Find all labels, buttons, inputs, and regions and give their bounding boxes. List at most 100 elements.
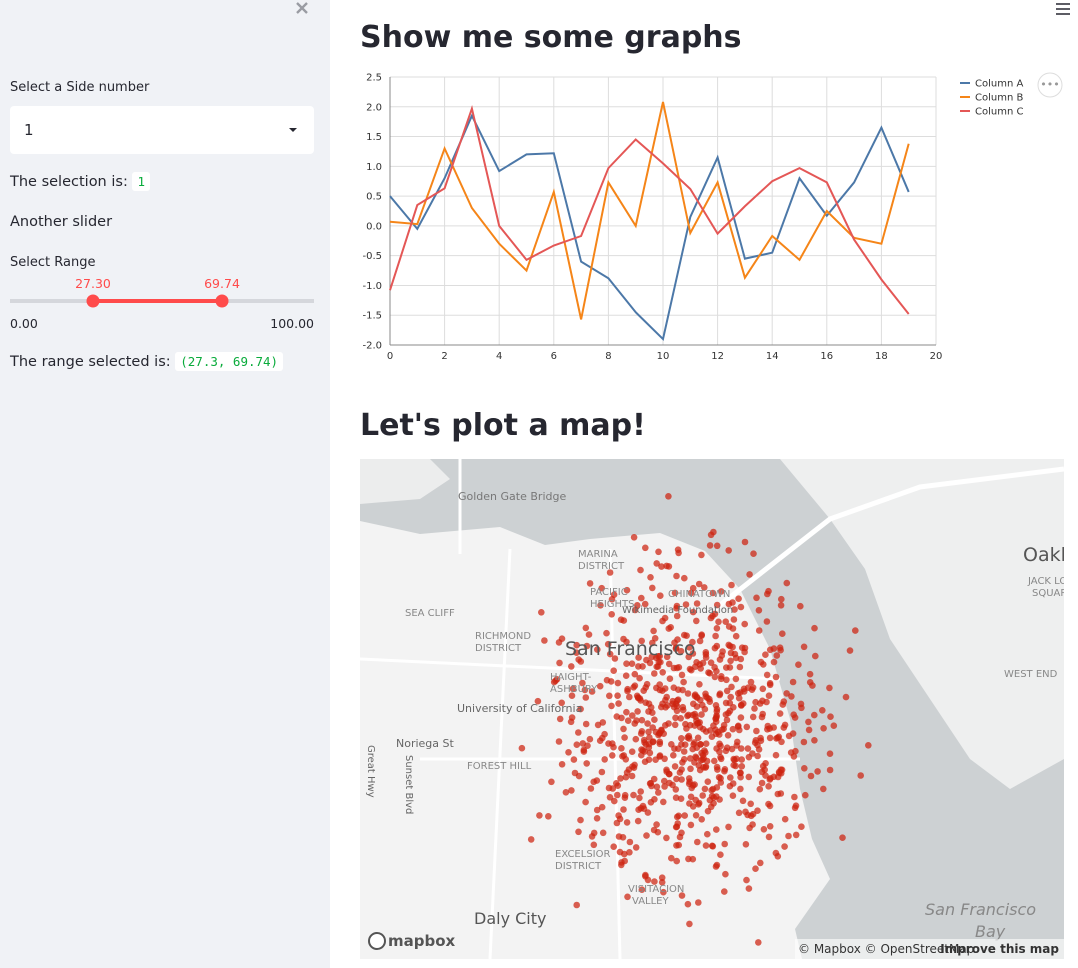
map-point — [711, 610, 719, 618]
series-line — [389, 113, 910, 342]
close-icon[interactable] — [295, 1, 309, 15]
map-point — [709, 589, 717, 597]
range-line: The range selected is: (27.3, 69.74) — [10, 352, 284, 371]
map-point — [772, 849, 780, 857]
map-point — [811, 737, 818, 744]
map-point — [778, 595, 785, 603]
select-box[interactable]: 1 — [10, 106, 314, 154]
map-point — [726, 782, 734, 790]
map-point — [613, 713, 621, 720]
map-point — [747, 800, 754, 808]
map-point — [788, 693, 795, 700]
map-point — [548, 778, 555, 786]
map-point — [751, 705, 758, 712]
map-point — [663, 834, 670, 842]
map-point — [739, 797, 747, 805]
map-point — [630, 684, 637, 691]
menu-icon[interactable] — [1055, 2, 1071, 16]
map-point — [571, 769, 579, 777]
map-point — [687, 765, 694, 773]
map-point — [772, 673, 780, 681]
map-point — [583, 642, 591, 650]
map-point — [575, 828, 582, 836]
map-point — [665, 770, 673, 778]
map-point — [673, 697, 681, 704]
map-point — [780, 724, 788, 731]
map-point — [653, 783, 661, 791]
map-point — [723, 676, 730, 684]
improve-link[interactable]: Improve this map — [940, 942, 1059, 956]
map-point — [671, 721, 679, 729]
map-point — [701, 584, 708, 591]
map-point — [707, 614, 715, 622]
map-point — [752, 737, 760, 744]
map-point — [673, 857, 680, 865]
map-point — [556, 659, 563, 667]
map-point — [737, 745, 745, 752]
map-point — [581, 686, 589, 694]
map-point — [766, 734, 774, 742]
map-label: San Francisco — [925, 900, 1036, 919]
map-point — [688, 784, 695, 792]
map-point — [605, 784, 613, 792]
map-point — [678, 829, 685, 837]
map-point — [644, 809, 652, 816]
slider-heading: Another slider — [10, 214, 113, 230]
map-point — [714, 728, 722, 736]
map-point — [647, 779, 655, 787]
map-point — [694, 838, 701, 846]
map-point — [672, 823, 680, 831]
map-point — [713, 625, 721, 632]
map-point — [766, 776, 774, 783]
chart-menu[interactable]: ••• — [1037, 72, 1063, 98]
map-point — [707, 727, 714, 734]
slider-handle — [215, 294, 229, 308]
map-point — [745, 885, 753, 892]
selection-value: 1 — [132, 172, 150, 191]
map-point — [556, 715, 564, 723]
map-point — [737, 785, 744, 793]
map-point — [722, 699, 730, 707]
map-label: JACK LON — [1027, 576, 1064, 587]
map-point — [655, 789, 662, 796]
range-slider[interactable]: 27.30 69.74 0.00 100.00 — [0, 270, 330, 340]
map-point — [776, 644, 784, 651]
map-point — [713, 713, 720, 721]
map-point — [729, 725, 737, 733]
map-point — [798, 704, 805, 712]
map-point — [759, 762, 767, 770]
map-point — [721, 888, 728, 895]
map-point — [806, 670, 814, 678]
logo-text: mapbox — [388, 932, 456, 950]
attribution[interactable]: © Mapbox © OpenStreetMap — [798, 942, 974, 956]
map[interactable]: Golden Gate BridgeMARINADISTRICTPACIFICH… — [360, 459, 1064, 959]
slider-min: 0.00 — [10, 316, 38, 331]
map-point — [728, 683, 735, 691]
map-point — [626, 849, 633, 856]
map-point — [681, 741, 689, 748]
map-point — [698, 711, 705, 718]
map-point — [702, 740, 710, 747]
map-point — [776, 769, 783, 777]
map-point — [577, 816, 584, 824]
map-point — [702, 654, 710, 661]
map-label: Noriega St — [396, 737, 455, 750]
map-point — [623, 586, 631, 594]
map-point — [604, 640, 612, 648]
map-point — [615, 833, 623, 840]
map-point — [638, 716, 646, 724]
map-point — [701, 705, 709, 713]
map-point — [663, 653, 671, 661]
map-point — [727, 657, 734, 665]
map-point — [755, 746, 763, 753]
slider-value: 27.30 — [75, 276, 111, 291]
map-point — [846, 647, 854, 654]
map-point — [643, 680, 651, 688]
map-point — [674, 636, 681, 643]
dropdown-arrow — [289, 128, 297, 132]
map-point — [630, 534, 638, 541]
map-point — [753, 727, 760, 735]
map-point — [678, 766, 685, 773]
map-point — [758, 768, 766, 776]
map-point — [729, 792, 737, 799]
